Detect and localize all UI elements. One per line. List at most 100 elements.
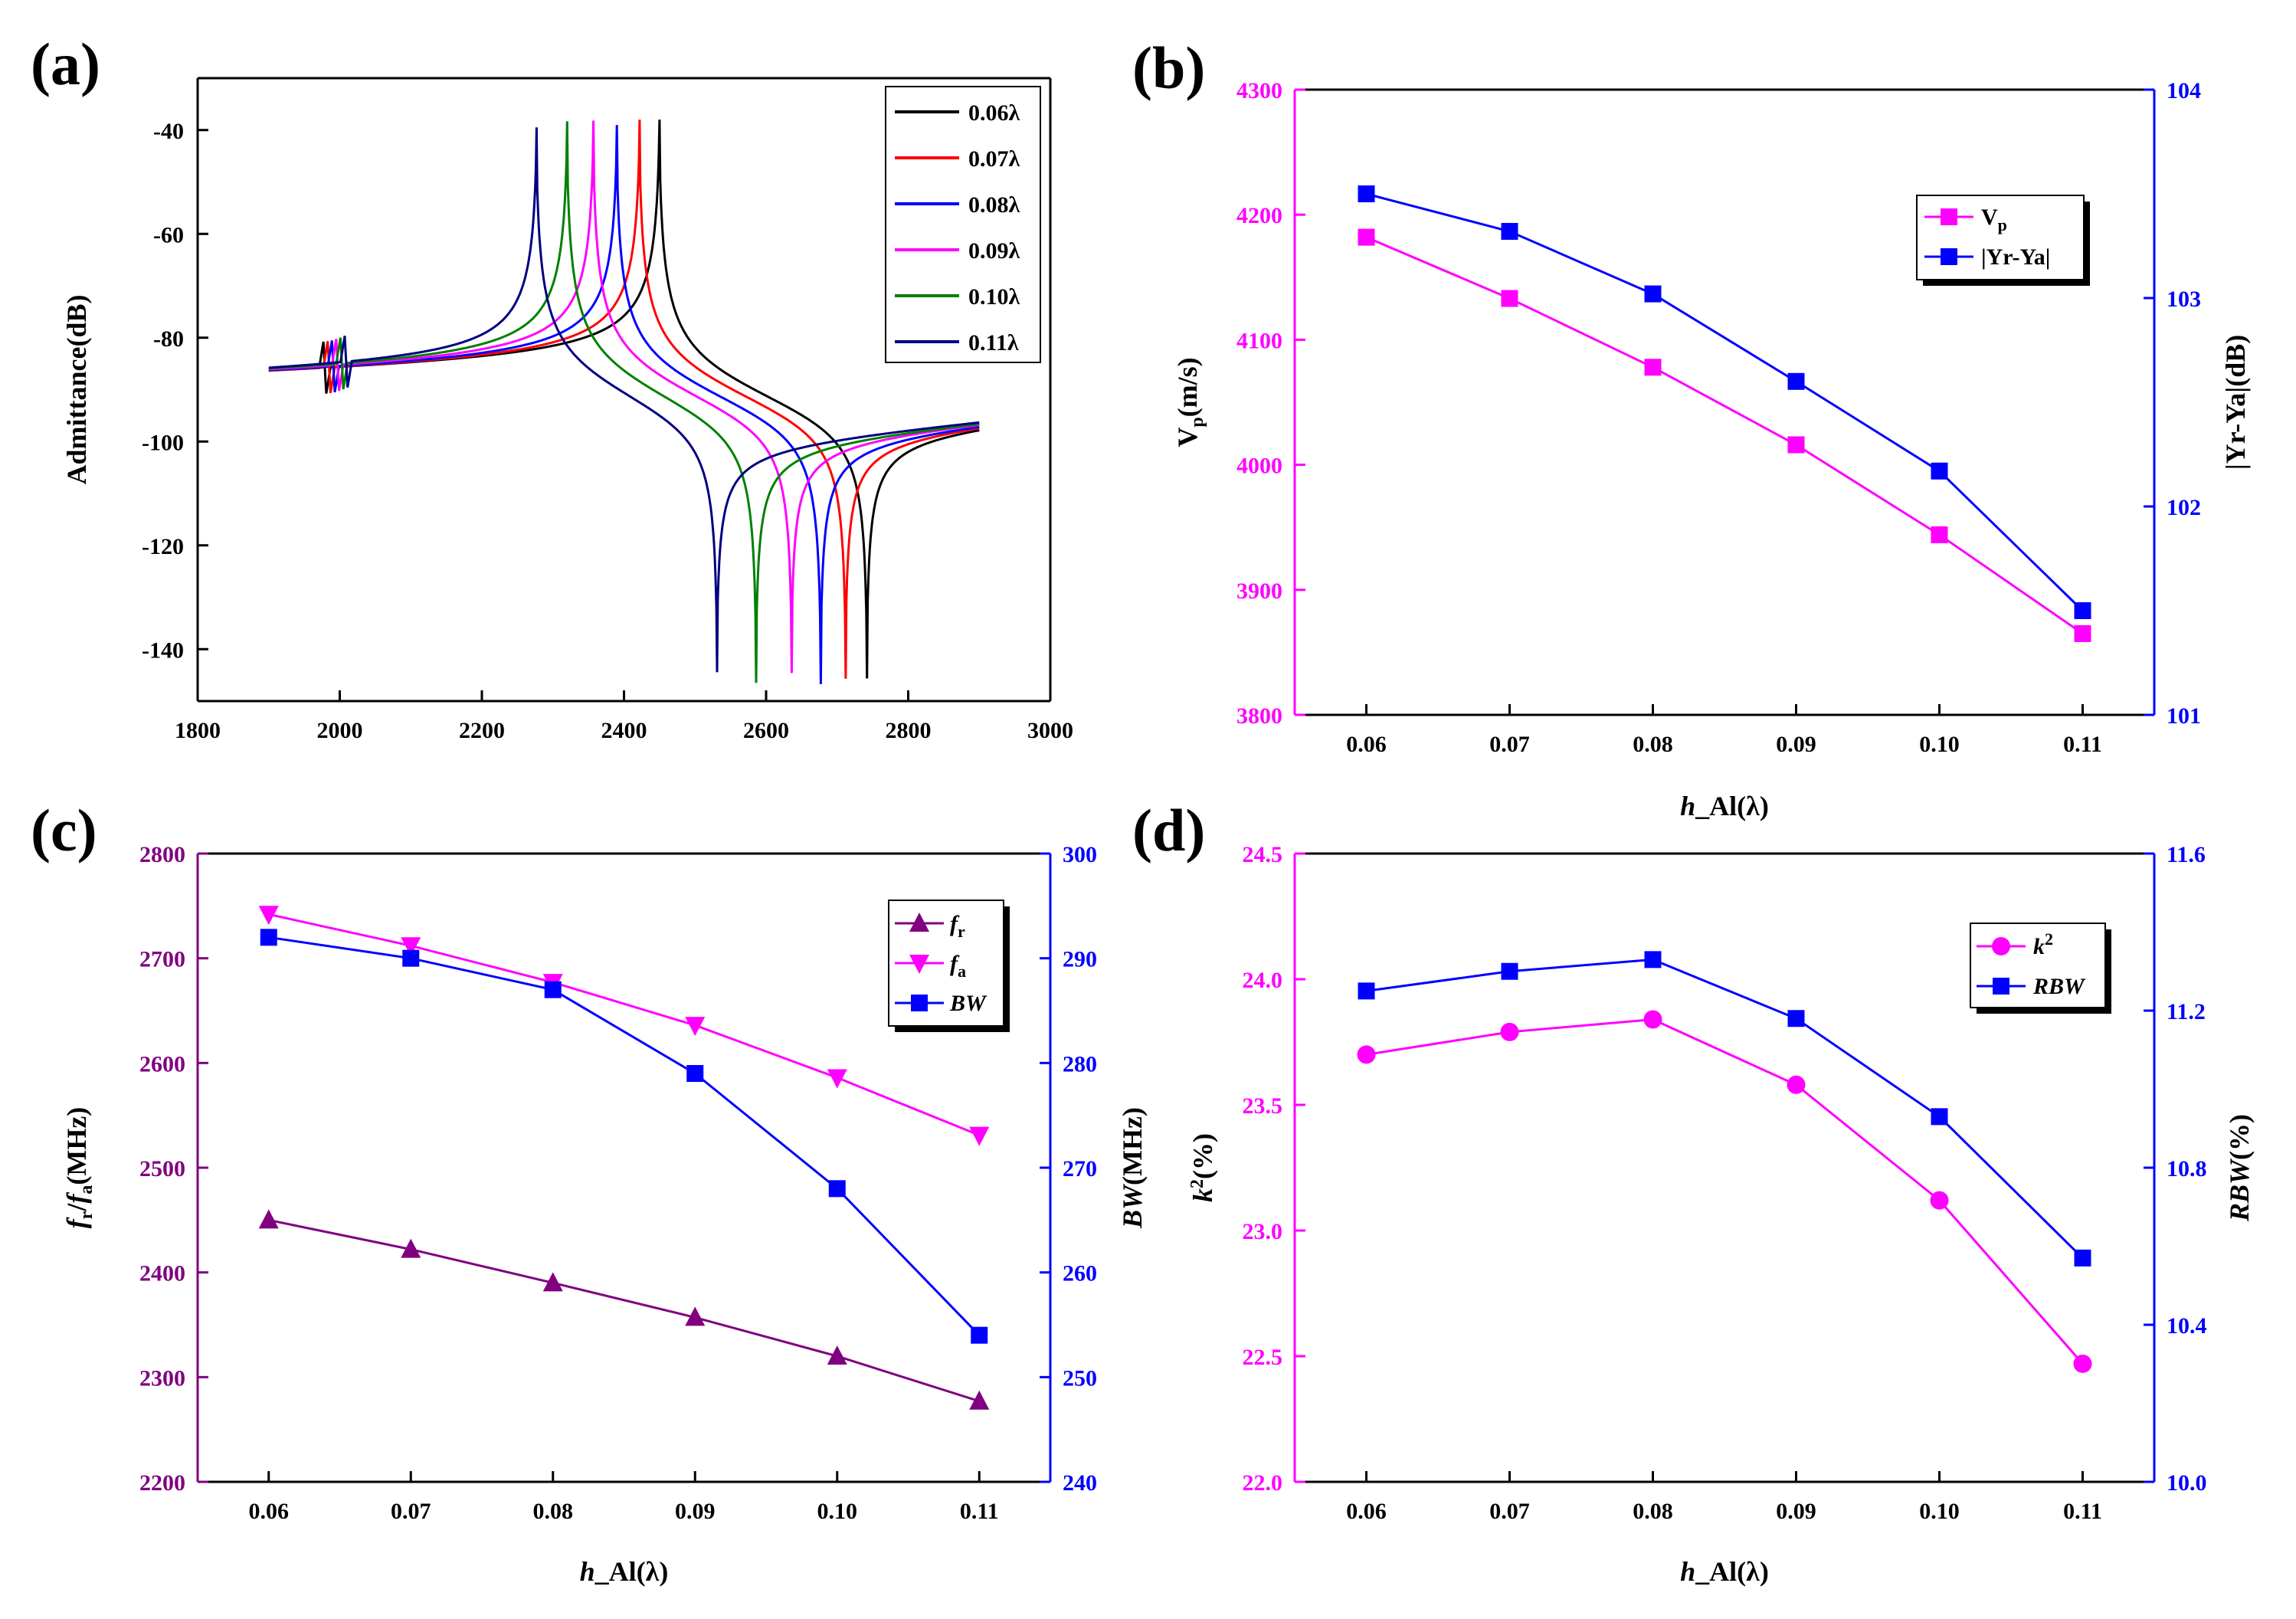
fr-marker xyxy=(258,1209,279,1229)
panel-label-d: (d) xyxy=(1132,797,1205,864)
bw-line xyxy=(268,936,981,1336)
vp-marker xyxy=(1787,436,1805,454)
mhz: (MHz) xyxy=(61,1107,92,1185)
y-tick-label: 4000 xyxy=(1236,454,1282,479)
y-tick-label-right: 104 xyxy=(2167,78,2201,103)
x-tick-label: 0.06 xyxy=(1346,732,1387,757)
y-tick-label: 22.5 xyxy=(1243,1345,1283,1370)
fr-marker xyxy=(542,1272,563,1292)
legend-label: fr xyxy=(950,911,965,941)
rbw-marker xyxy=(2074,1249,2091,1267)
k2-marker xyxy=(2073,1354,2092,1373)
x-tick-label: 0.11 xyxy=(2063,732,2102,757)
y-tick-label: -60 xyxy=(153,222,184,247)
x-tick-label: 0.10 xyxy=(817,1499,858,1524)
x-tick-label: 0.07 xyxy=(1489,1499,1530,1524)
y-tick-label: 22.0 xyxy=(1243,1470,1283,1496)
legend-name: BW xyxy=(949,991,988,1016)
slash: / xyxy=(61,1203,92,1212)
rbw-marker xyxy=(1787,1010,1805,1027)
y-axis-left-title: fr/fa(MHz) xyxy=(61,1107,97,1229)
y-tick-label: 3900 xyxy=(1236,578,1282,604)
k2-marker xyxy=(1357,1045,1376,1064)
panel-d: (d) 0.06 0.07 0.08 0.09 0.10 0.11 22.0 22.5 23.0 2… xyxy=(1132,797,2255,1587)
y-tick-label: 24.5 xyxy=(1243,842,1283,867)
y-tick-label-right: 102 xyxy=(2167,495,2201,520)
fr-marker xyxy=(685,1306,706,1326)
bw-marker xyxy=(260,929,277,946)
x-tick-label: 0.11 xyxy=(960,1499,999,1524)
rbw-line xyxy=(1366,958,2084,1259)
legend-name: f xyxy=(950,951,960,976)
x-axis-title: h_Al(λ) xyxy=(1680,791,1769,821)
rbw-marker xyxy=(1644,951,1662,968)
y-tick-label: 2700 xyxy=(139,947,185,972)
k2-marker xyxy=(1643,1010,1662,1029)
x-axis-title-rest: _Al(λ) xyxy=(1695,1556,1769,1587)
bw-marker xyxy=(971,1326,988,1344)
yr-ya-marker xyxy=(2074,602,2091,619)
y-tick-label-right: 240 xyxy=(1063,1470,1097,1496)
x-tick-label: 0.07 xyxy=(391,1499,431,1524)
bw-marker xyxy=(544,981,562,998)
vp-sub: p xyxy=(1187,417,1207,427)
y-tick-label-right: 11.6 xyxy=(2167,842,2206,867)
k2-sup: 2 xyxy=(1187,1179,1207,1188)
admittance-curve xyxy=(268,127,980,673)
panel-a: (a) 1800 2000 2200 2400 2600 2800 3000 -140 -120 -… xyxy=(31,31,1073,743)
yr-ya-line xyxy=(1366,192,2084,612)
x-axis-title: h_Al(λ) xyxy=(580,1556,669,1587)
k2-rest: (%) xyxy=(1187,1133,1218,1179)
y-axis-title: Admittance(dB) xyxy=(61,295,92,485)
y-tick-label-right: 101 xyxy=(2167,703,2201,729)
legend-label: 0.11λ xyxy=(968,330,1019,356)
fa-f: f xyxy=(61,1192,92,1204)
fr-marker xyxy=(401,1238,421,1258)
fr-line xyxy=(268,1218,980,1403)
y-tick-label-right: 290 xyxy=(1063,947,1097,972)
legend-marker xyxy=(911,995,928,1011)
y-axis-right-title: BW(MHz) xyxy=(1117,1107,1148,1229)
x-tick-label: 0.09 xyxy=(675,1499,716,1524)
fa-marker xyxy=(258,906,279,926)
bw-marker xyxy=(828,1180,846,1198)
vp-v: V xyxy=(1172,428,1203,447)
x-tick-label: 0.11 xyxy=(2063,1499,2102,1524)
y-tick-label-right: 10.0 xyxy=(2167,1470,2207,1496)
y-tick-label: -80 xyxy=(153,326,184,352)
fa-sub: a xyxy=(77,1185,97,1195)
yr-ya-marker xyxy=(1358,185,1375,202)
y-tick-label: 4200 xyxy=(1236,203,1282,228)
panel-label-b: (b) xyxy=(1132,34,1205,101)
fr-marker xyxy=(969,1390,990,1410)
x-tick-label: 0.07 xyxy=(1489,732,1530,757)
x-tick-label: 2200 xyxy=(459,718,505,743)
x-tick-label: 0.08 xyxy=(533,1499,574,1524)
y-axis-right-title: |Yr-Ya|(dB) xyxy=(2220,335,2251,470)
legend-marker xyxy=(1941,248,1957,265)
k2-marker xyxy=(1930,1191,1949,1210)
legend-name: k xyxy=(2033,934,2045,959)
legend-label-yr: |Yr-Ya| xyxy=(1981,244,2050,270)
vp-rest: (m/s) xyxy=(1172,357,1203,417)
vp-marker xyxy=(2074,624,2091,642)
fa-line xyxy=(268,913,980,1136)
y-tick-label-right: 250 xyxy=(1063,1365,1097,1391)
x-axis-title-rest: _Al(λ) xyxy=(1695,791,1769,821)
vp-line xyxy=(1365,236,2084,635)
panel-label-a: (a) xyxy=(31,31,100,97)
vp-marker xyxy=(1644,359,1662,376)
x-tick-label: 0.09 xyxy=(1776,1499,1816,1524)
yr-ya-marker xyxy=(1501,222,1518,240)
rbw-rest: (%) xyxy=(2224,1114,2255,1160)
legend-label: RBW xyxy=(2032,974,2086,999)
vp-marker xyxy=(1358,228,1375,246)
legend-marker xyxy=(909,955,929,974)
y-tick-label: 23.5 xyxy=(1243,1093,1283,1119)
admittance-curve xyxy=(268,121,980,683)
y-tick-label-right: 10.8 xyxy=(2167,1156,2207,1181)
k2-k: k xyxy=(1187,1188,1218,1202)
x-tick-label: 0.09 xyxy=(1776,732,1816,757)
y-tick-label: 2800 xyxy=(139,842,185,867)
